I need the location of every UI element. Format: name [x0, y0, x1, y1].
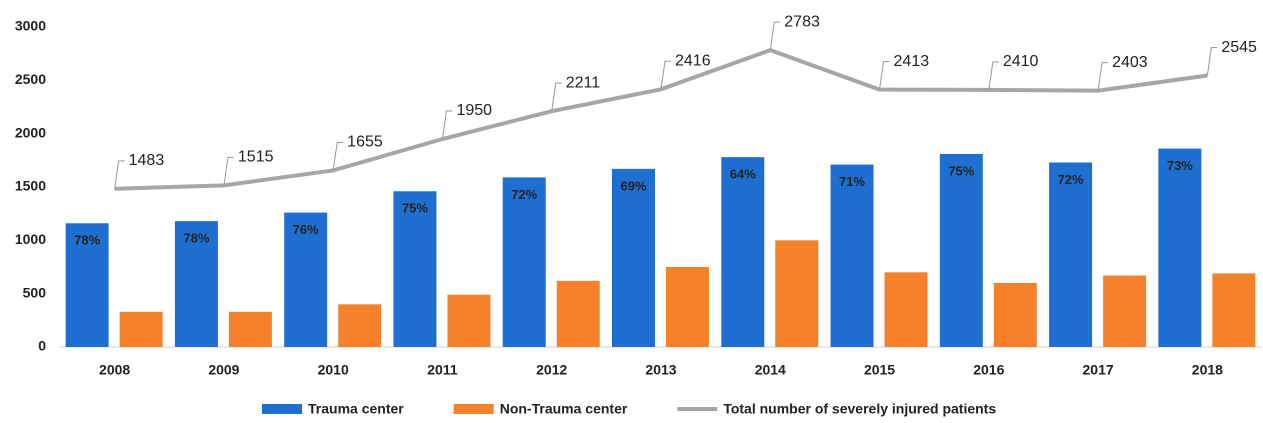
bar — [993, 283, 1037, 347]
leader-line — [223, 156, 234, 186]
leader-line — [441, 110, 453, 140]
y-tick-label: 1500 — [15, 178, 46, 194]
line — [114, 48, 1208, 191]
bar — [556, 280, 600, 347]
bar-label: 78% — [74, 233, 100, 248]
bar — [939, 153, 983, 347]
bar — [393, 191, 437, 347]
line-label: 2416 — [675, 53, 711, 70]
x-tick-label: 2017 — [1083, 362, 1114, 378]
x-tick-label: 2015 — [864, 362, 895, 378]
line-label: 1515 — [238, 149, 274, 166]
bar — [284, 212, 328, 347]
legend-label: Trauma center — [308, 401, 404, 417]
y-tick-label: 500 — [23, 284, 47, 300]
leader-line — [1097, 62, 1109, 91]
bar — [884, 272, 928, 347]
bar — [174, 221, 218, 347]
x-tick-label: 2010 — [318, 362, 349, 378]
bar — [721, 157, 765, 347]
x-tick-label: 2018 — [1192, 362, 1223, 378]
x-tick-label: 2013 — [645, 362, 676, 378]
bar-label: 76% — [293, 222, 319, 237]
line-label: 2545 — [1221, 39, 1257, 56]
leader-line — [988, 61, 999, 91]
bar-label: 72% — [511, 187, 537, 202]
bar — [502, 177, 546, 347]
line-label: 1950 — [456, 102, 492, 119]
y-tick-label: 2000 — [15, 124, 46, 140]
bar — [666, 267, 709, 347]
line-label: 2211 — [566, 74, 601, 91]
leader-line — [879, 61, 890, 90]
line-label: 2410 — [1003, 53, 1039, 70]
leader-line — [551, 82, 562, 112]
y-tick-label: 1000 — [15, 231, 46, 247]
x-tick-label: 2014 — [755, 362, 786, 378]
legend-label: Total number of severely injured patient… — [723, 401, 996, 417]
x-tick-label: 2012 — [536, 362, 567, 378]
line-label: 2403 — [1112, 54, 1148, 71]
bar — [1212, 273, 1256, 347]
bar — [447, 294, 491, 347]
bar — [1103, 275, 1147, 347]
bar — [775, 240, 819, 347]
y-tick-label: 0 — [38, 338, 46, 354]
bar-label: 71% — [839, 174, 865, 189]
bar-label: 64% — [730, 167, 756, 182]
y-tick-label: 3000 — [15, 18, 46, 34]
bar — [119, 311, 163, 347]
line-label: 1483 — [129, 152, 165, 169]
legend-swatch — [453, 404, 494, 414]
bar — [65, 223, 109, 347]
bar — [612, 168, 655, 347]
x-tick-label: 2008 — [99, 362, 130, 378]
leader-line — [332, 141, 344, 171]
leader-line — [660, 60, 671, 90]
line-label: 2783 — [784, 13, 820, 30]
legend-label: Non-Trauma center — [500, 401, 628, 417]
x-tick-label: 2016 — [973, 362, 1004, 378]
bar — [1158, 148, 1202, 347]
bar — [338, 304, 382, 347]
line-label: 2413 — [894, 53, 930, 70]
x-tick-label: 2009 — [208, 362, 239, 378]
leader-line — [1206, 47, 1218, 76]
bar-label: 73% — [1167, 158, 1193, 173]
bar-label: 69% — [620, 178, 646, 193]
bar-label: 75% — [948, 163, 974, 178]
leader-line — [769, 21, 781, 51]
bar — [830, 164, 874, 347]
y-tick-label: 2500 — [15, 71, 46, 87]
bar-label: 78% — [183, 231, 209, 246]
legend-swatch — [262, 404, 302, 414]
bar-label: 72% — [1058, 172, 1084, 187]
leader-line — [114, 160, 125, 189]
bar — [228, 311, 272, 347]
line-label: 1655 — [347, 134, 383, 151]
bar-label: 75% — [402, 201, 428, 216]
bar — [1049, 162, 1093, 347]
x-tick-label: 2011 — [427, 362, 458, 378]
